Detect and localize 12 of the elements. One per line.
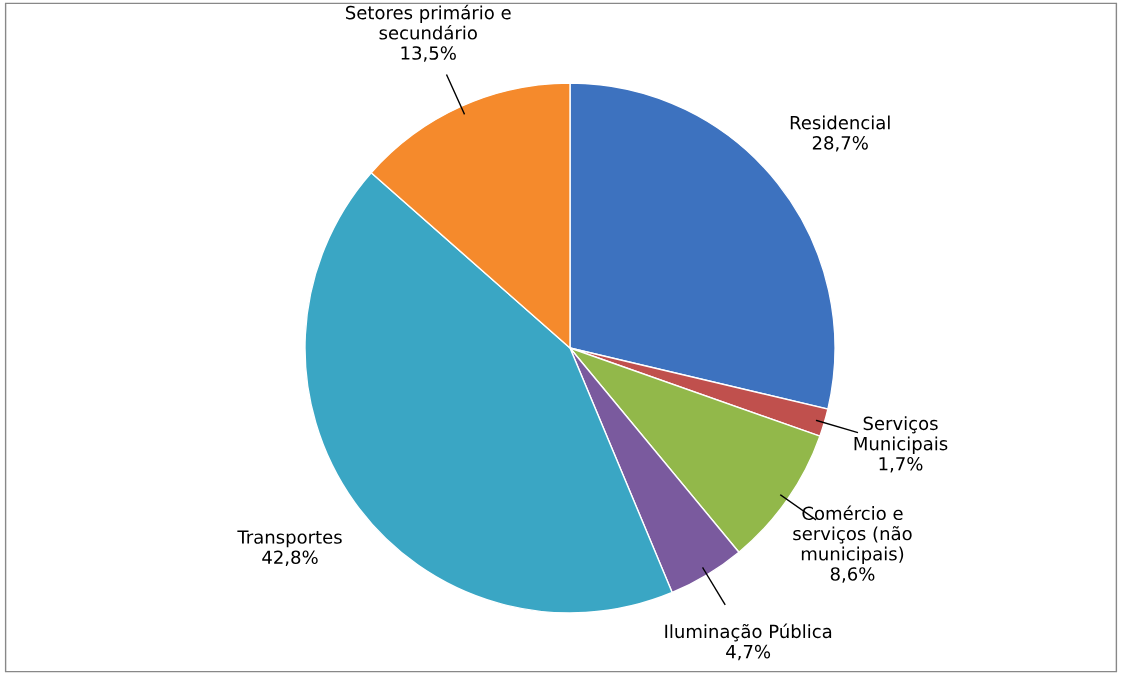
- data-label: 13,5%: [401, 46, 456, 62]
- data-label: 28,7%: [812, 135, 868, 152]
- slice-label: Comércio e serviços (não municipais): [793, 505, 912, 565]
- data-label: 8,6%: [830, 567, 875, 583]
- slice-label: Transportes: [237, 530, 342, 548]
- slice-label: Residencial: [790, 115, 890, 130]
- slice-label: Serviços Municipais: [854, 416, 948, 454]
- data-label: 42,8%: [262, 550, 318, 566]
- slice-label: Setores primário e secundário: [346, 4, 511, 40]
- data-label: 1,7%: [879, 456, 923, 473]
- data-label: 4,7%: [726, 644, 771, 661]
- slice-label: Iluminação Pública: [665, 623, 832, 642]
